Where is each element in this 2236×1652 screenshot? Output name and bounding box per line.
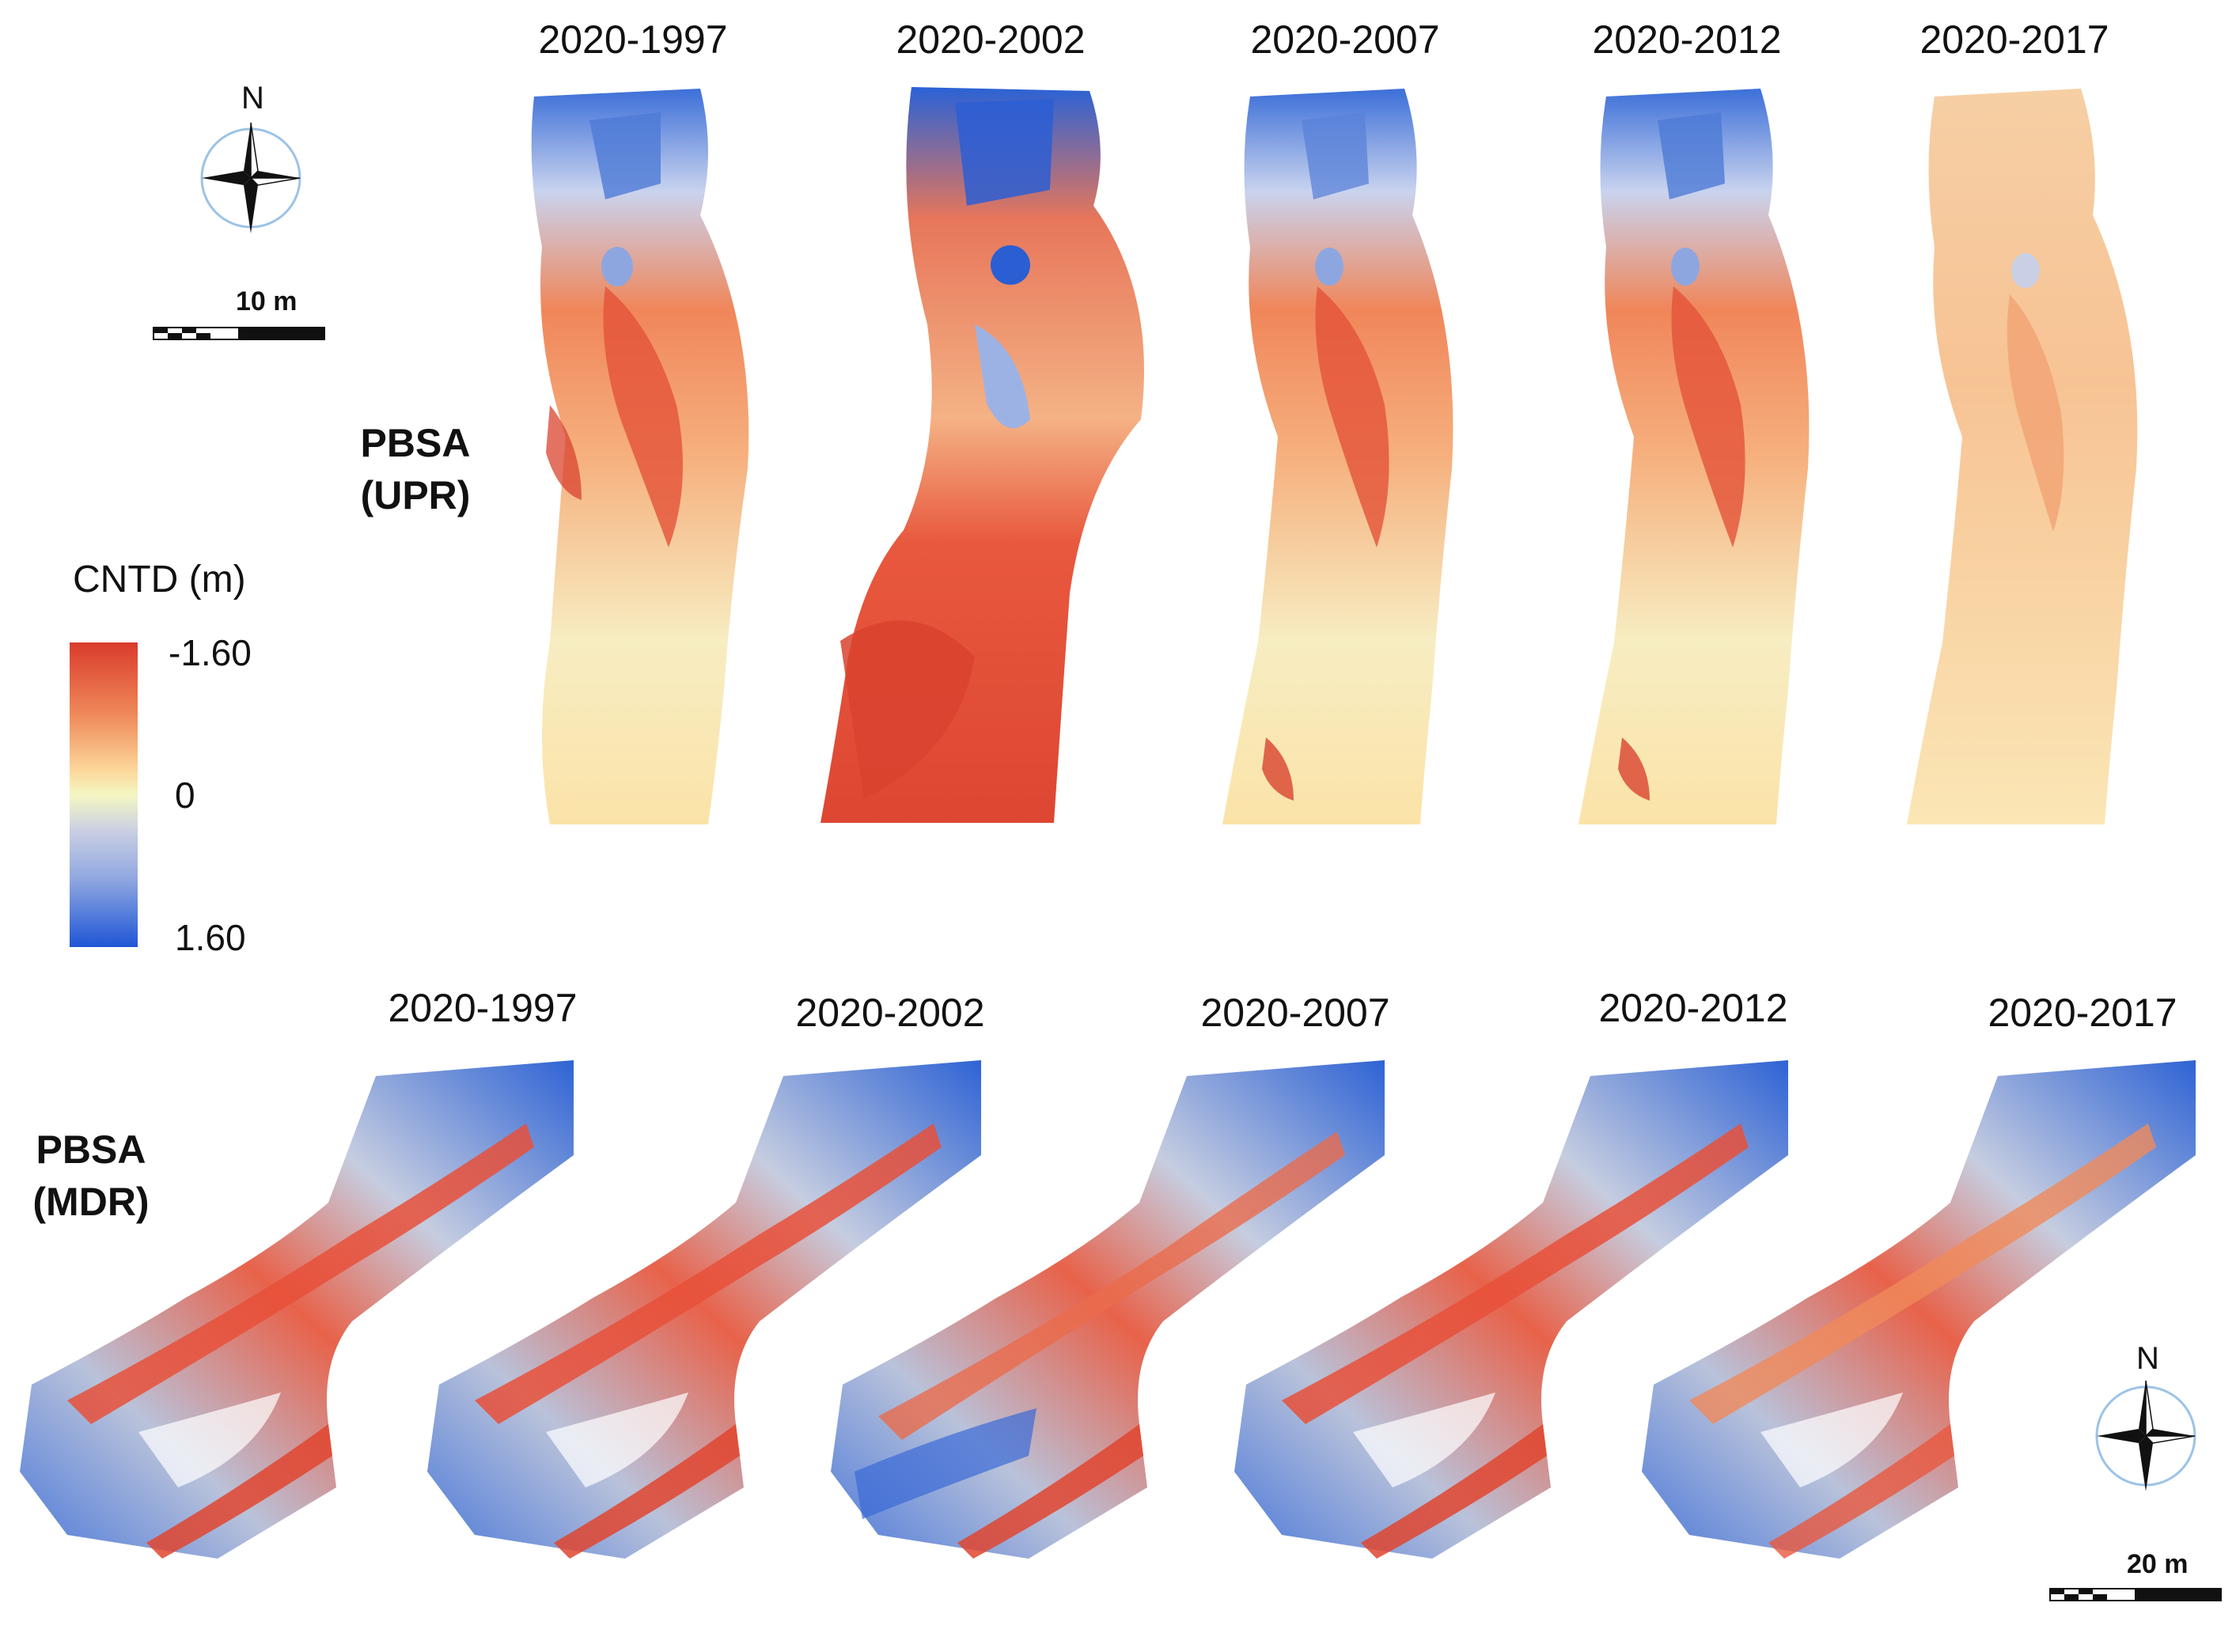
period-label-bottom-1: 2020-1997 xyxy=(388,986,578,1030)
cntd-map-mdr-2020-1997 xyxy=(20,1060,574,1559)
scale-bar-top xyxy=(153,327,325,340)
scale-bar-bottom xyxy=(2049,1588,2222,1601)
north-label-bottom: N xyxy=(2136,1341,2159,1376)
site-label-mdr: PBSA (MDR) xyxy=(4,1123,178,1228)
cntd-map-upr-2020-2012 xyxy=(1578,89,1810,824)
compass-rose-icon xyxy=(2095,1380,2196,1491)
period-label-bottom-4: 2020-2012 xyxy=(1598,986,1788,1030)
cntd-map-upr-2020-2002 xyxy=(820,87,1144,823)
site-label-upr: PBSA (UPR) xyxy=(328,417,502,521)
scalebar-label-bottom: 20 m xyxy=(2127,1549,2189,1579)
site-label-mdr-line1: PBSA xyxy=(36,1127,146,1172)
period-label-top-1: 2020-1997 xyxy=(538,17,728,62)
cntd-map-mdr-2020-2002 xyxy=(427,1060,981,1559)
legend-colorbar xyxy=(70,642,138,947)
site-label-upr-line1: PBSA xyxy=(360,421,471,465)
period-label-bottom-3: 2020-2007 xyxy=(1200,991,1390,1035)
cntd-map-upr-2020-1997 xyxy=(531,89,749,824)
legend-min-label: 1.60 xyxy=(175,917,246,958)
site-label-mdr-line2: (MDR) xyxy=(32,1180,150,1224)
north-label-top: N xyxy=(241,81,264,116)
cntd-map-mdr-2020-2007 xyxy=(831,1060,1385,1559)
site-label-upr-line2: (UPR) xyxy=(360,473,471,517)
period-label-bottom-5: 2020-2017 xyxy=(1988,991,2177,1035)
period-label-top-2: 2020-2002 xyxy=(896,17,1086,62)
legend-mid-label: 0 xyxy=(175,775,195,816)
cntd-map-upr-2020-2007 xyxy=(1222,89,1453,824)
period-label-top-4: 2020-2012 xyxy=(1592,17,1782,62)
period-label-top-3: 2020-2007 xyxy=(1250,17,1440,62)
period-label-bottom-2: 2020-2002 xyxy=(795,991,985,1035)
legend-max-label: -1.60 xyxy=(169,632,252,673)
legend-title: CNTD (m) xyxy=(73,559,246,601)
cntd-map-mdr-2020-2017 xyxy=(1642,1060,2196,1559)
compass-rose-icon xyxy=(200,122,301,233)
scalebar-label-top: 10 m xyxy=(236,286,298,316)
cntd-map-upr-2020-2017 xyxy=(1907,89,2138,824)
period-label-top-5: 2020-2017 xyxy=(1920,17,2109,62)
cntd-map-mdr-2020-2012 xyxy=(1234,1060,1788,1559)
